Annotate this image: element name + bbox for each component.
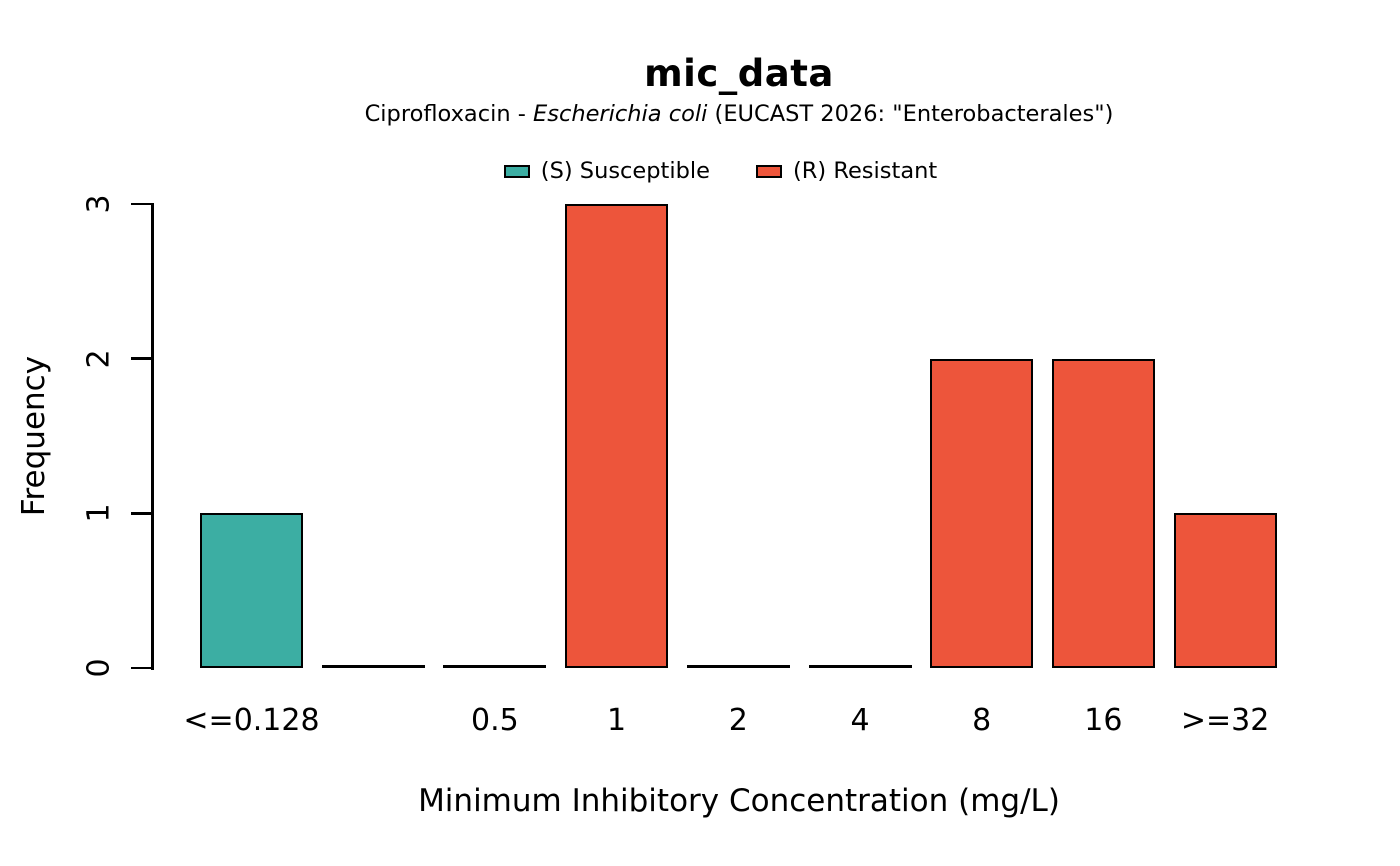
y-axis-line (151, 203, 154, 670)
x-tick-label-0: <=0.128 (183, 703, 320, 738)
x-tick-label-7: 16 (1084, 703, 1123, 738)
chart-subtitle: Ciprofloxacin - Escherichia coli (EUCAST… (78, 101, 1400, 127)
x-tick-label-4: 2 (728, 703, 748, 738)
x-tick-label-5: 4 (850, 703, 870, 738)
subtitle-organism-italic: Escherichia coli (533, 101, 708, 127)
mic-bar-6 (930, 358, 1034, 668)
mic-bar-2-zero (443, 664, 547, 668)
mic-bar-4-zero (686, 664, 790, 668)
y-tick-mark-3 (131, 202, 152, 206)
subtitle-prefix: Ciprofloxacin - (364, 101, 534, 127)
legend: (S) Susceptible (R) Resistant (78, 158, 1363, 184)
legend-item-susceptible: (S) Susceptible (503, 158, 710, 184)
y-tick-label-1: 1 (81, 503, 117, 523)
x-tick-label-6: 8 (972, 703, 992, 738)
y-tick-label-2: 2 (81, 349, 117, 369)
legend-label-susceptible: (S) Susceptible (540, 158, 710, 184)
mic-bar-3 (565, 203, 669, 668)
legend-item-resistant: (R) Resistant (756, 158, 937, 184)
x-tick-label-3: 1 (607, 703, 627, 738)
y-tick-mark-2 (131, 357, 152, 360)
mic-bar-0 (200, 513, 303, 668)
y-tick-label-0: 0 (81, 658, 117, 678)
mic-bar-8 (1173, 513, 1277, 668)
y-tick-mark-1 (131, 512, 152, 515)
y-axis-title: Frequency (16, 355, 52, 517)
mic-bar-1-zero (321, 664, 425, 668)
subtitle-suffix: (EUCAST 2026: "Enterobacterales") (707, 101, 1114, 127)
x-tick-label-2: 0.5 (471, 703, 519, 738)
legend-swatch-susceptible (503, 164, 530, 178)
legend-swatch-resistant (756, 164, 782, 178)
x-axis-title: Minimum Inhibitory Concentration (mg/L) (418, 783, 1060, 819)
y-tick-label-3: 3 (81, 194, 117, 214)
mic-bar-5-zero (808, 664, 912, 668)
mic-bar-7 (1051, 358, 1155, 668)
legend-label-resistant: (R) Resistant (793, 158, 938, 184)
y-tick-mark-0 (131, 666, 152, 670)
x-tick-label-8: >=32 (1180, 703, 1270, 738)
chart-title: mic_data (644, 52, 834, 95)
